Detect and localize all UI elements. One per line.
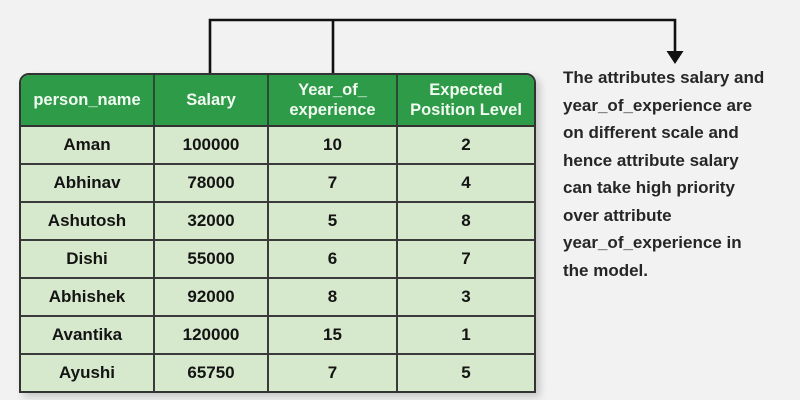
table-row: Abhishek 92000 8 3 [21, 279, 534, 317]
cell-level: 5 [461, 363, 471, 382]
column-header-expected-position-level: Expected Position Level [410, 81, 522, 119]
column-header-year-of-experience: Year_of_ experience [269, 75, 398, 125]
cell-experience: 7 [269, 355, 398, 391]
cell-person-name: Ayushi [21, 355, 155, 391]
cell-experience: 7 [269, 165, 398, 201]
cell-experience: 5 [269, 203, 398, 239]
cell-salary: 32000 [155, 203, 269, 239]
cell-person-name: Dishi [21, 241, 155, 277]
table-row: Avantika 120000 15 1 [21, 317, 534, 355]
cell-level: 7 [461, 249, 471, 268]
cell-salary: 120000 [155, 317, 269, 353]
table-header-row: person_name Salary Year_of_ experience E… [21, 75, 534, 127]
cell-level: 3 [461, 287, 471, 306]
annotation-text: The attributes salary and year_of_experi… [563, 68, 765, 280]
column-header-person-name: person_name [21, 75, 155, 125]
cell-experience: 15 [269, 317, 398, 353]
table-row: Dishi 55000 6 7 [21, 241, 534, 279]
table-row: Ashutosh 32000 5 8 [21, 203, 534, 241]
cell-person-name: Abhinav [21, 165, 155, 201]
cell-experience: 6 [269, 241, 398, 277]
cell-salary: 55000 [155, 241, 269, 277]
cell-level: 1 [461, 325, 471, 344]
cell-level: 4 [461, 173, 471, 192]
cell-level: 8 [461, 211, 471, 230]
cell-salary: 92000 [155, 279, 269, 315]
cell-person-name: Abhishek [21, 279, 155, 315]
table-row: Aman 100000 10 2 [21, 127, 534, 165]
cell-experience: 8 [269, 279, 398, 315]
cell-salary: 78000 [155, 165, 269, 201]
data-table: person_name Salary Year_of_ experience E… [19, 73, 536, 393]
cell-person-name: Ashutosh [21, 203, 155, 239]
column-header-salary: Salary [155, 75, 269, 125]
cell-person-name: Avantika [21, 317, 155, 353]
cell-person-name: Aman [21, 127, 155, 163]
cell-level: 2 [461, 135, 471, 154]
arrowhead-down-icon [666, 51, 684, 64]
cell-salary: 100000 [155, 127, 269, 163]
cell-experience: 10 [269, 127, 398, 163]
table-row: Abhinav 78000 7 4 [21, 165, 534, 203]
table-row: Ayushi 65750 7 5 [21, 355, 534, 391]
cell-salary: 65750 [155, 355, 269, 391]
